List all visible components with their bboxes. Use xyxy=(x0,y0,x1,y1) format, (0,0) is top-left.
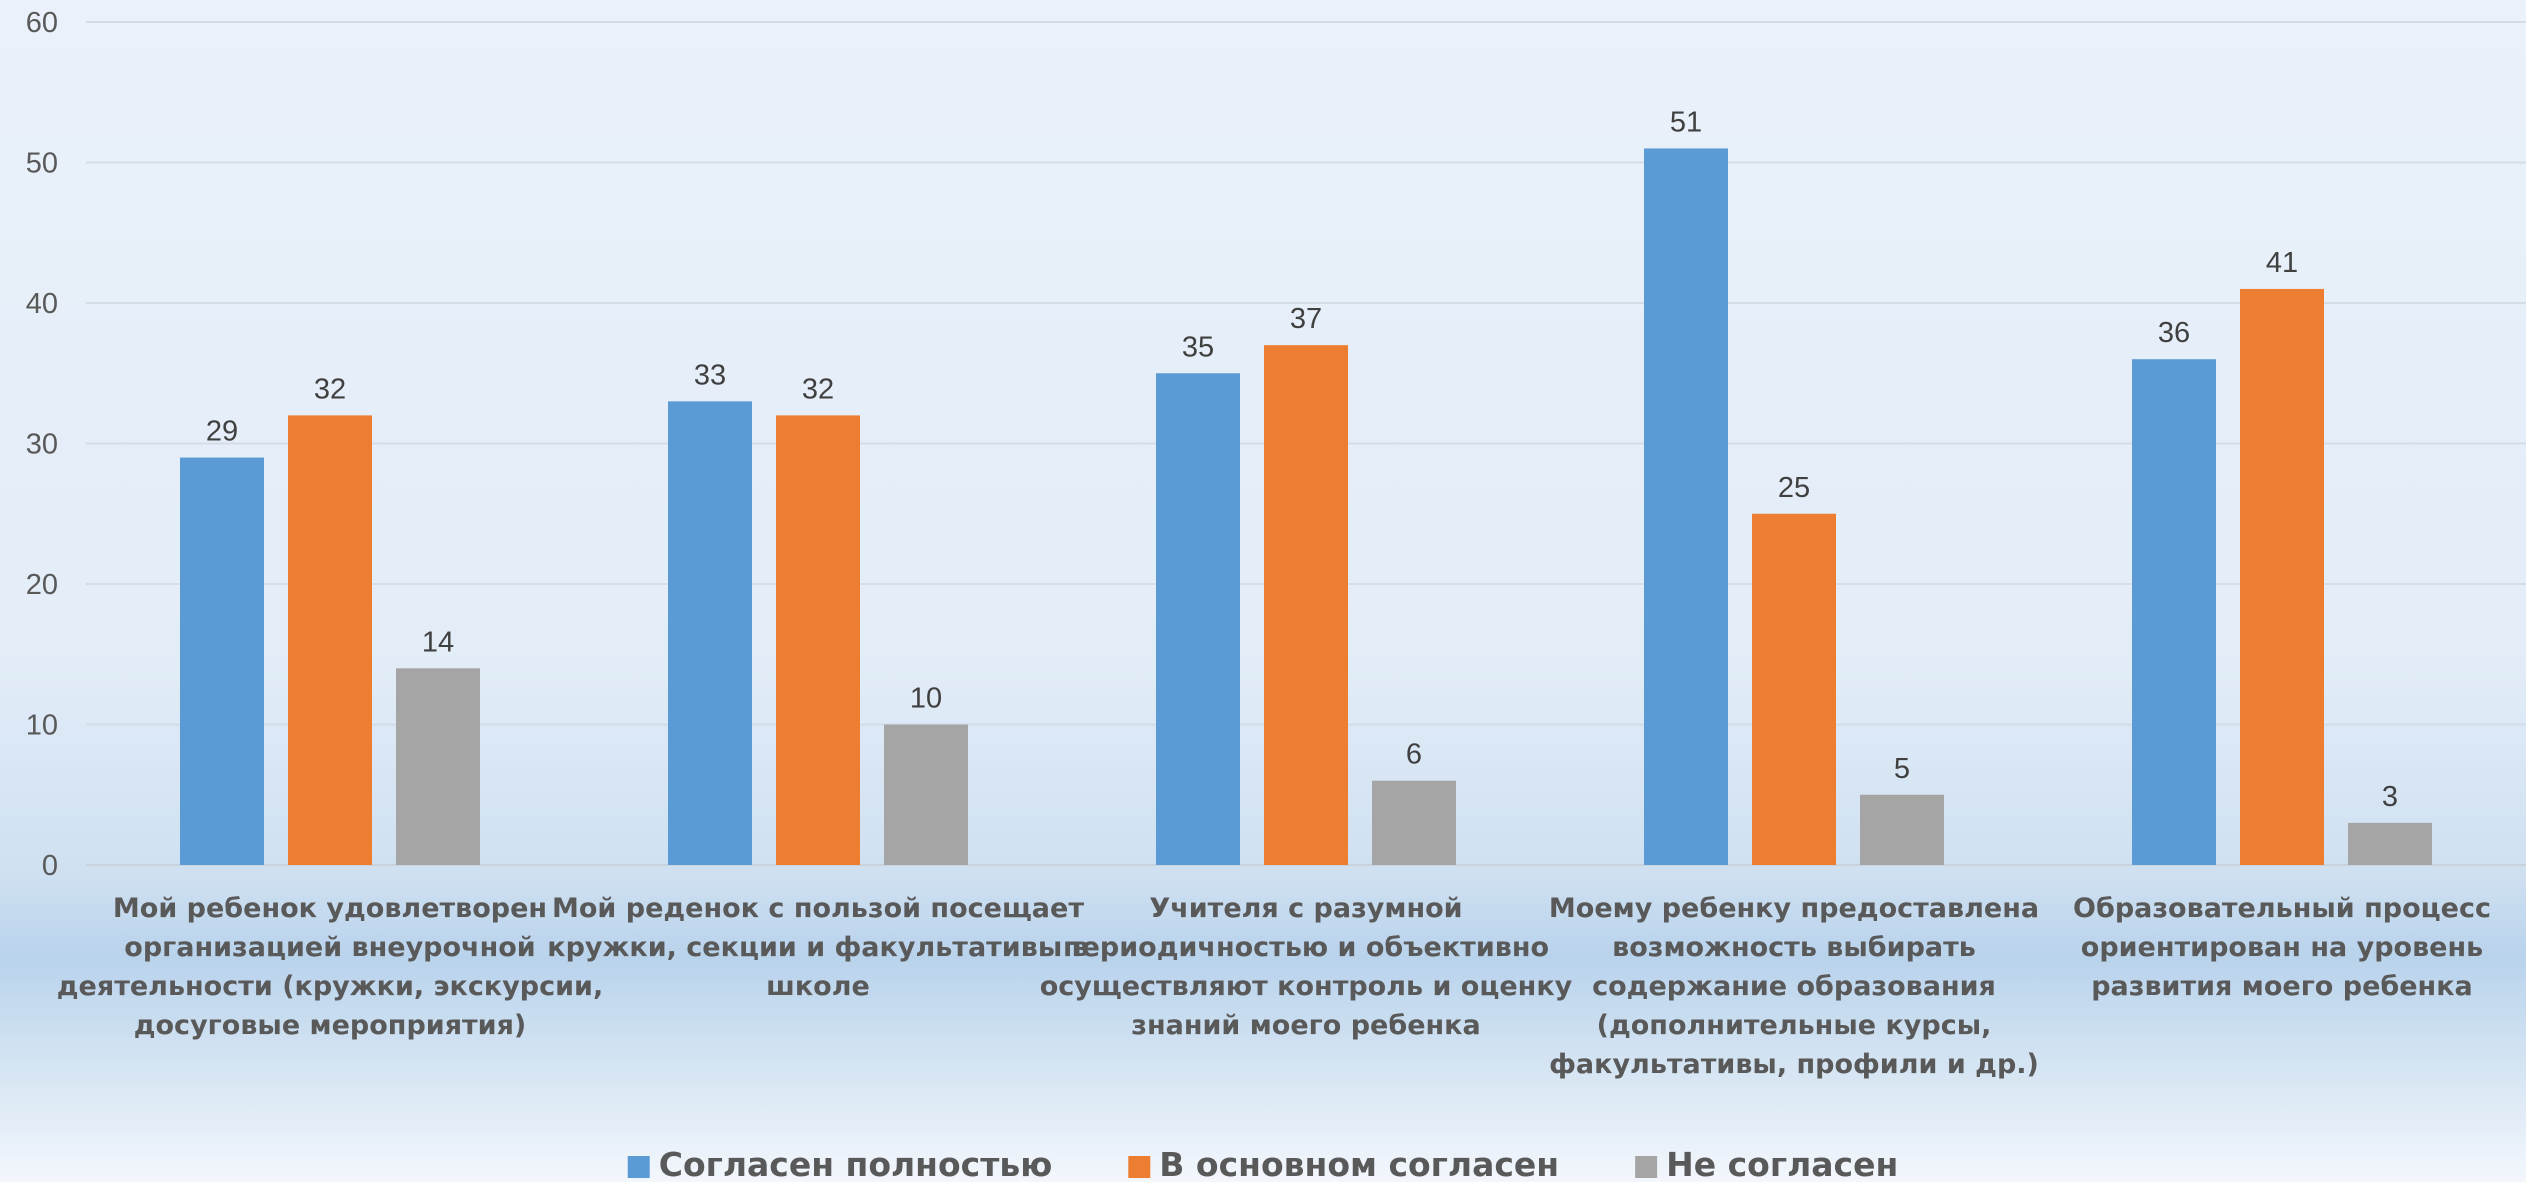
data-label: 5 xyxy=(1894,753,1910,785)
legend-swatch xyxy=(1128,1156,1151,1178)
data-label: 41 xyxy=(2266,247,2298,279)
y-tick-label: 50 xyxy=(26,148,58,180)
legend-item: Не согласен xyxy=(1635,1145,1898,1182)
data-label: 6 xyxy=(1406,739,1422,771)
y-tick-label: 10 xyxy=(26,710,58,742)
bar xyxy=(1860,794,1944,865)
legend-label: Согласен полностью xyxy=(659,1145,1053,1182)
category-label: Мой реденок с пользой посещает кружки, се… xyxy=(547,893,1088,1002)
legend-item: Согласен полностью xyxy=(627,1145,1053,1182)
y-tick-label: 30 xyxy=(26,429,58,461)
bar xyxy=(1156,373,1240,865)
legend-label: В основном согласен xyxy=(1159,1145,1559,1182)
category-label: Мой ребенок удовлетворен организацией вне… xyxy=(57,893,604,1041)
data-label: 29 xyxy=(206,416,238,448)
bar xyxy=(2240,288,2324,865)
legend-label: Не согласен xyxy=(1666,1145,1898,1182)
bar xyxy=(1752,513,1836,865)
bar xyxy=(884,724,968,865)
bar xyxy=(180,457,264,865)
y-tick-label: 20 xyxy=(26,569,58,601)
bar xyxy=(776,415,860,865)
data-label: 36 xyxy=(2158,317,2190,349)
y-axis: 0 10 20 30 40 50 60 xyxy=(26,7,58,882)
x-axis: Мой ребенок удовлетворен организацией вне… xyxy=(57,893,2491,1080)
data-label: 14 xyxy=(422,626,454,658)
bar xyxy=(1644,148,1728,865)
data-labels: 29 32 14 33 32 10 35 37 6 51 25 5 36 41 3 xyxy=(206,106,2398,812)
data-label: 37 xyxy=(1290,303,1322,335)
data-label: 33 xyxy=(694,359,726,391)
data-label: 35 xyxy=(1182,331,1214,363)
y-tick-label: 0 xyxy=(42,850,58,882)
legend: Согласен полностью В основном согласен Не … xyxy=(627,1145,1898,1182)
category-label: Учителя с разумной периодичностью и объек… xyxy=(1040,893,1573,1041)
data-label: 32 xyxy=(802,373,834,405)
bar xyxy=(668,401,752,865)
y-tick-label: 60 xyxy=(26,7,58,39)
data-label: 51 xyxy=(1670,106,1702,138)
legend-swatch xyxy=(627,1156,650,1178)
legend-item: В основном согласен xyxy=(1128,1145,1559,1182)
data-label: 32 xyxy=(314,373,346,405)
bar xyxy=(396,668,480,865)
category-label: Моему ребенку предоставлена возможность в… xyxy=(1549,893,2039,1080)
y-tick-label: 40 xyxy=(26,288,58,320)
data-label: 10 xyxy=(910,683,942,715)
bar xyxy=(1372,780,1456,865)
bars xyxy=(180,148,2432,865)
category-label: Образовательный процесс ориентирован на у… xyxy=(2073,893,2491,1002)
data-label: 3 xyxy=(2382,781,2398,813)
bar xyxy=(288,415,372,865)
data-label: 25 xyxy=(1778,472,1810,504)
bar xyxy=(1264,345,1348,865)
legend-swatch xyxy=(1635,1156,1658,1178)
bar xyxy=(2132,359,2216,865)
bar xyxy=(2348,822,2432,865)
